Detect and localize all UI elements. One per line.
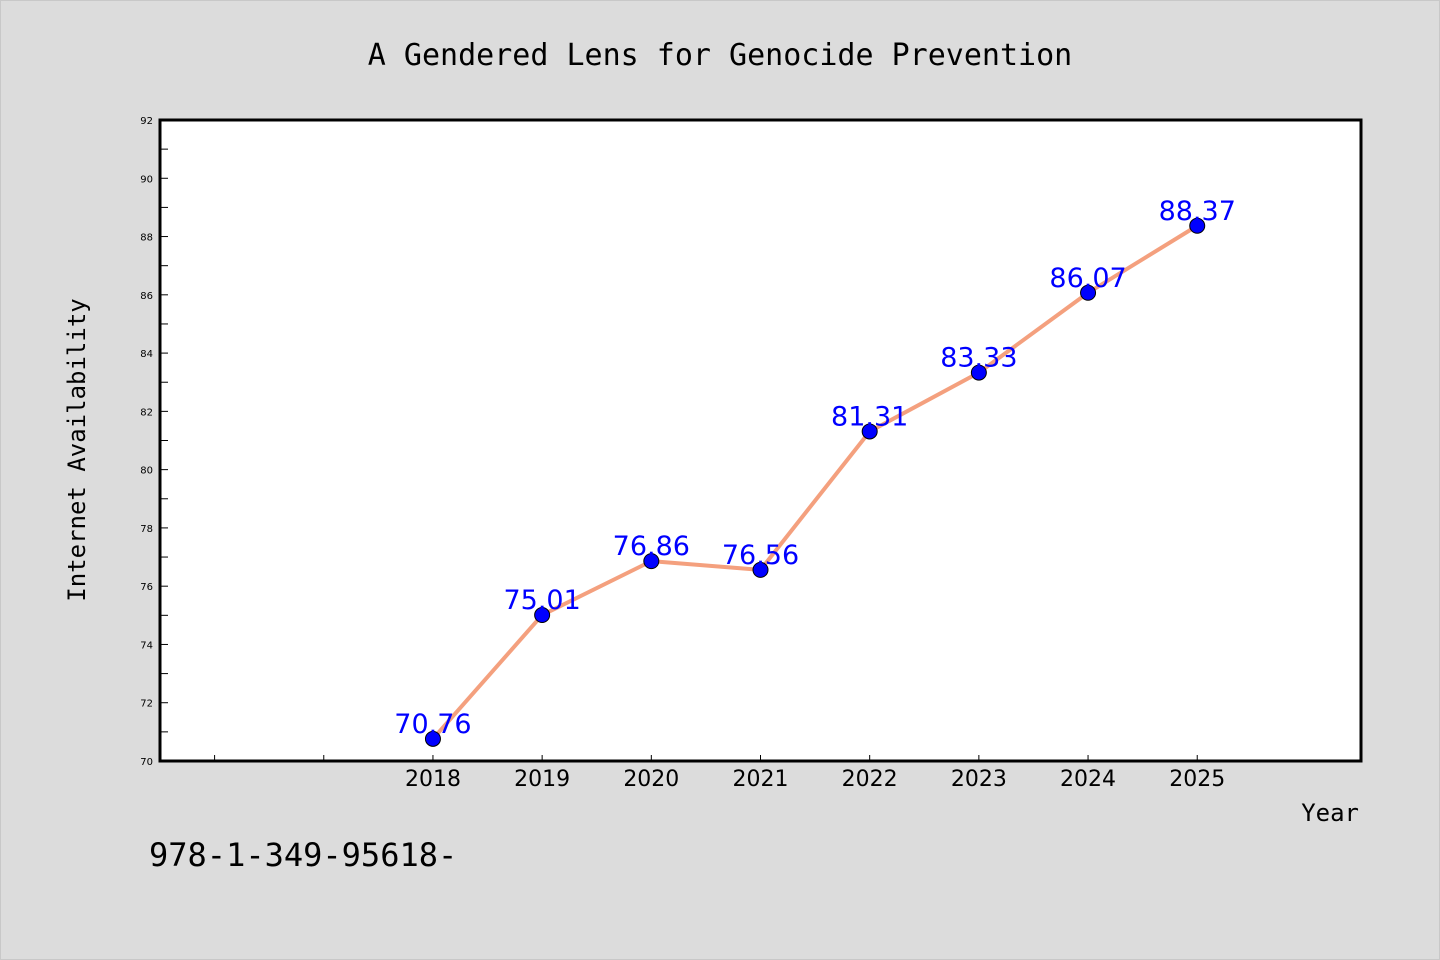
data-point [534,607,551,624]
series-line [430,223,1200,741]
y-tick-label: 70 [140,757,153,768]
y-tick-label: 92 [140,116,153,127]
plot-area [158,118,1363,763]
y-tick-label: 74 [140,640,153,651]
y-tick-label: 90 [140,174,153,185]
y-axis-label: Internet Availability [63,298,91,601]
x-tick-label: 2022 [842,767,898,792]
y-tick-label: 86 [140,291,153,302]
y-tick-label: 72 [140,699,153,710]
y-axis: 70 72 74 76 78 80 82 84 86 88 90 92 [140,116,168,768]
data-label: 88.37 [1159,196,1236,227]
x-tick-label: 2020 [623,767,679,792]
data-label: 81.31 [831,401,908,432]
data-point [752,561,769,578]
x-axis-label: Year [1301,799,1359,827]
data-point [643,553,660,570]
x-tick-label: 2019 [514,767,570,792]
x-tick-label: 2024 [1060,767,1116,792]
data-label: 75.01 [503,585,580,616]
y-tick-label: 82 [140,407,153,418]
data-label: 86.07 [1049,263,1126,294]
x-tick-label: 2023 [951,767,1007,792]
footnote: 978-1-349-95618- [149,836,457,874]
y-tick-label: 78 [140,524,153,535]
data-point [861,423,878,440]
x-tick-label: 2021 [733,767,789,792]
data-point [1189,217,1206,234]
y-tick-label: 76 [140,582,153,593]
data-point [1080,284,1097,301]
x-axis: 2018 2019 2020 2021 2022 2023 2024 2025 [214,755,1225,792]
data-label: 76.86 [613,531,690,562]
y-tick-label: 84 [140,349,153,360]
data-label: 70.76 [394,709,471,740]
data-label: 83.33 [940,343,1017,374]
data-point [424,730,441,747]
chart-title: A Gendered Lens for Genocide Prevention [368,38,1072,73]
x-tick-label: 2018 [405,767,461,792]
x-tick-label: 2025 [1169,767,1225,792]
y-tick-label: 88 [140,233,153,244]
series-layer: 70.76 75.01 76.86 76.56 81.31 83.33 86.07 88.37 [394,196,1236,747]
data-point [970,364,987,381]
data-label: 76.56 [722,540,799,571]
y-tick-label: 80 [140,466,153,477]
